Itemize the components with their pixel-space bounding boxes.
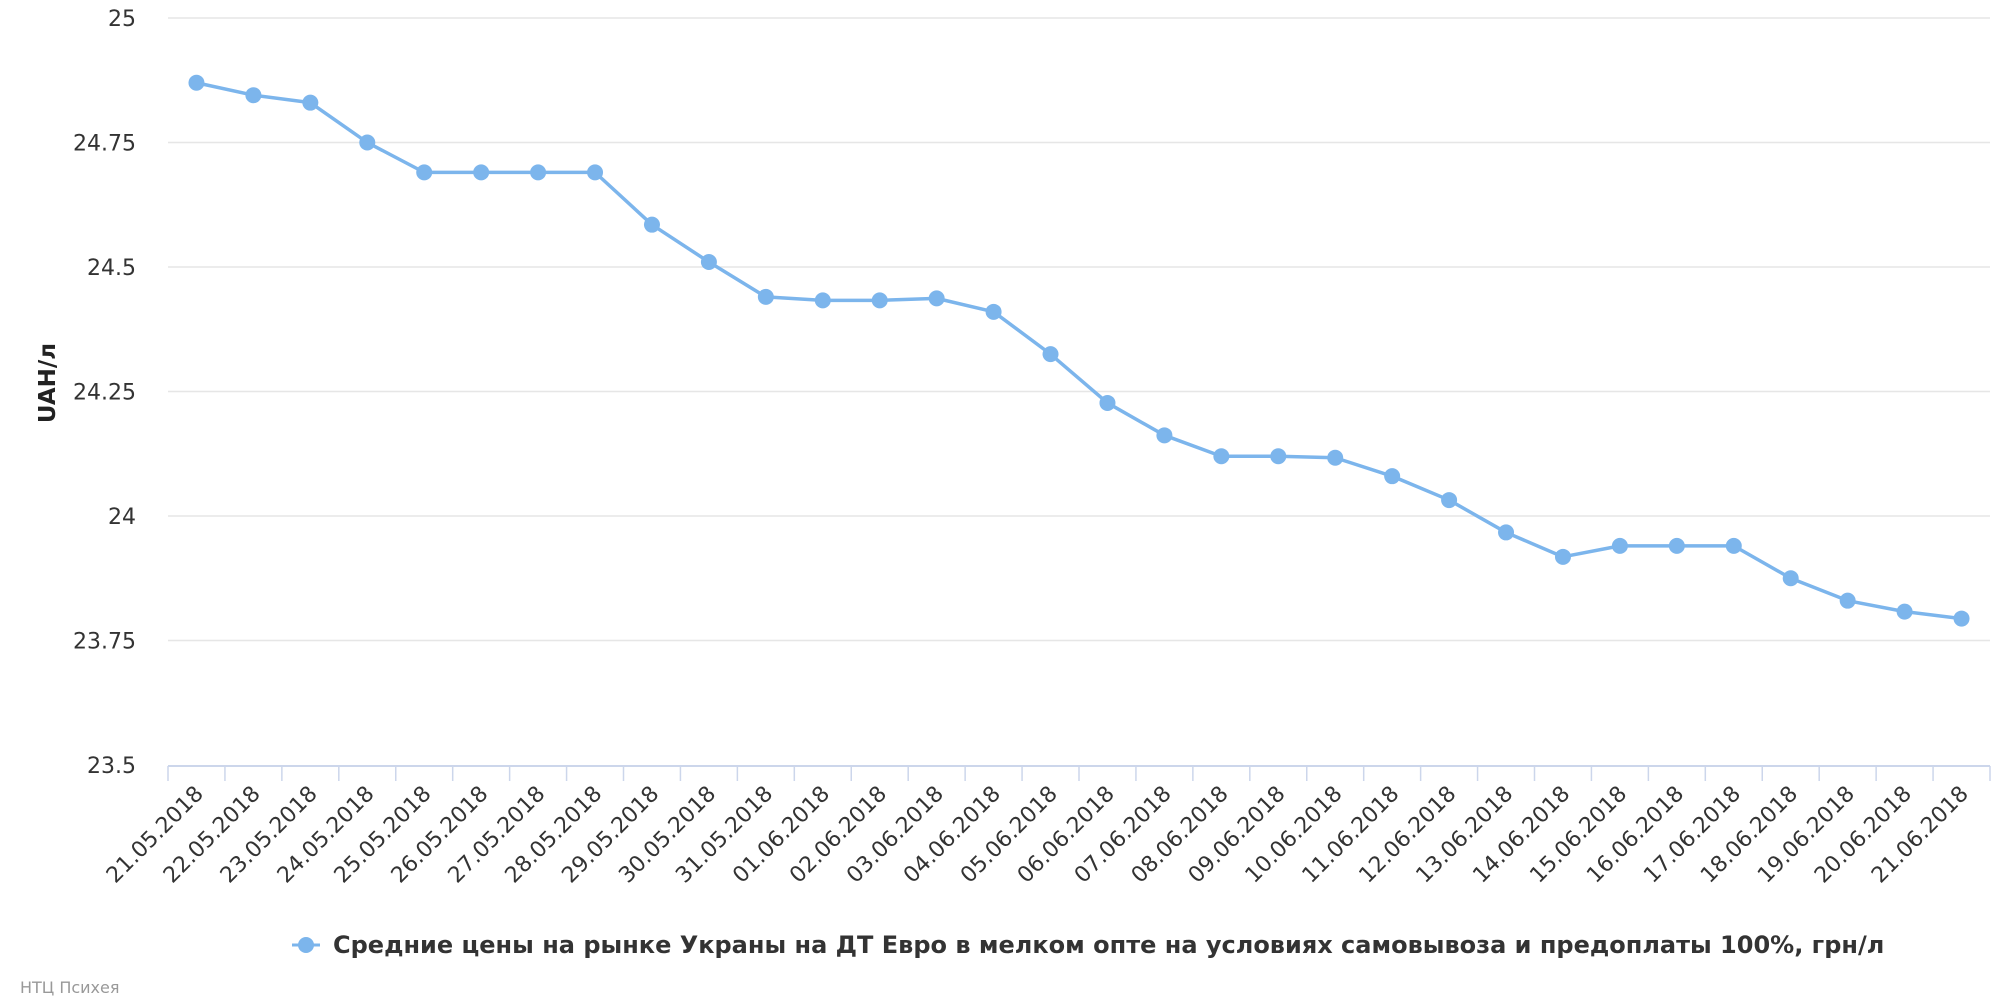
data-point[interactable] — [757, 288, 774, 305]
credits-text[interactable]: НТЦ Психея — [20, 978, 119, 997]
data-point[interactable] — [871, 292, 888, 309]
data-point[interactable] — [1270, 448, 1287, 465]
data-point[interactable] — [1498, 524, 1515, 541]
data-point[interactable] — [1156, 427, 1173, 444]
data-point[interactable] — [359, 134, 376, 151]
data-point[interactable] — [1839, 592, 1856, 609]
data-point[interactable] — [245, 87, 262, 104]
series-line-group — [188, 74, 1970, 627]
data-point[interactable] — [1099, 394, 1116, 411]
data-point[interactable] — [814, 292, 831, 309]
legend-item-label: Средние цены на рынке Украны на ДТ Евро … — [333, 931, 1884, 959]
legend-marker-symbol — [298, 937, 314, 953]
data-point[interactable] — [928, 290, 945, 307]
data-point[interactable] — [1896, 603, 1913, 620]
x-axis-tick-labels: 21.05.201822.05.201823.05.201824.05.2018… — [102, 782, 1974, 889]
y-tick-label: 23.5 — [87, 754, 136, 779]
data-point[interactable] — [1213, 448, 1230, 465]
data-point[interactable] — [188, 74, 205, 91]
data-point[interactable] — [1554, 548, 1571, 565]
data-point[interactable] — [1441, 492, 1458, 509]
data-point[interactable] — [473, 164, 490, 181]
y-tick-label: 25 — [108, 7, 136, 32]
data-point[interactable] — [1384, 468, 1401, 485]
x-axis — [167, 765, 1991, 781]
data-point[interactable] — [1725, 537, 1742, 554]
y-tick-label: 24.25 — [73, 381, 136, 406]
data-point[interactable] — [1327, 449, 1344, 466]
data-point[interactable] — [302, 94, 319, 111]
data-point[interactable] — [1668, 537, 1685, 554]
data-point[interactable] — [530, 164, 547, 181]
grid-lines — [168, 17, 1990, 642]
data-point[interactable] — [643, 216, 660, 233]
y-tick-label: 23.75 — [73, 630, 136, 655]
y-tick-label: 24 — [108, 505, 136, 530]
data-point[interactable] — [587, 164, 604, 181]
data-point[interactable] — [985, 303, 1002, 320]
series-line — [194, 80, 1964, 621]
data-point[interactable] — [700, 254, 717, 271]
legend[interactable]: Средние цены на рынке Украны на ДТ Евро … — [292, 931, 1884, 959]
data-point[interactable] — [1042, 346, 1059, 363]
y-tick-label: 24.5 — [87, 256, 136, 281]
y-axis-title: UAH/л — [35, 343, 61, 423]
data-point[interactable] — [1782, 570, 1799, 587]
y-axis-tick-labels: 23.5 23.75 24 24.25 24.5 24.75 25 — [73, 7, 136, 779]
x-tick-label: 21.05.2018 — [102, 782, 209, 889]
data-point[interactable] — [416, 164, 433, 181]
data-point[interactable] — [1611, 537, 1628, 554]
y-tick-label: 24.75 — [73, 132, 136, 157]
data-point[interactable] — [1953, 610, 1970, 627]
